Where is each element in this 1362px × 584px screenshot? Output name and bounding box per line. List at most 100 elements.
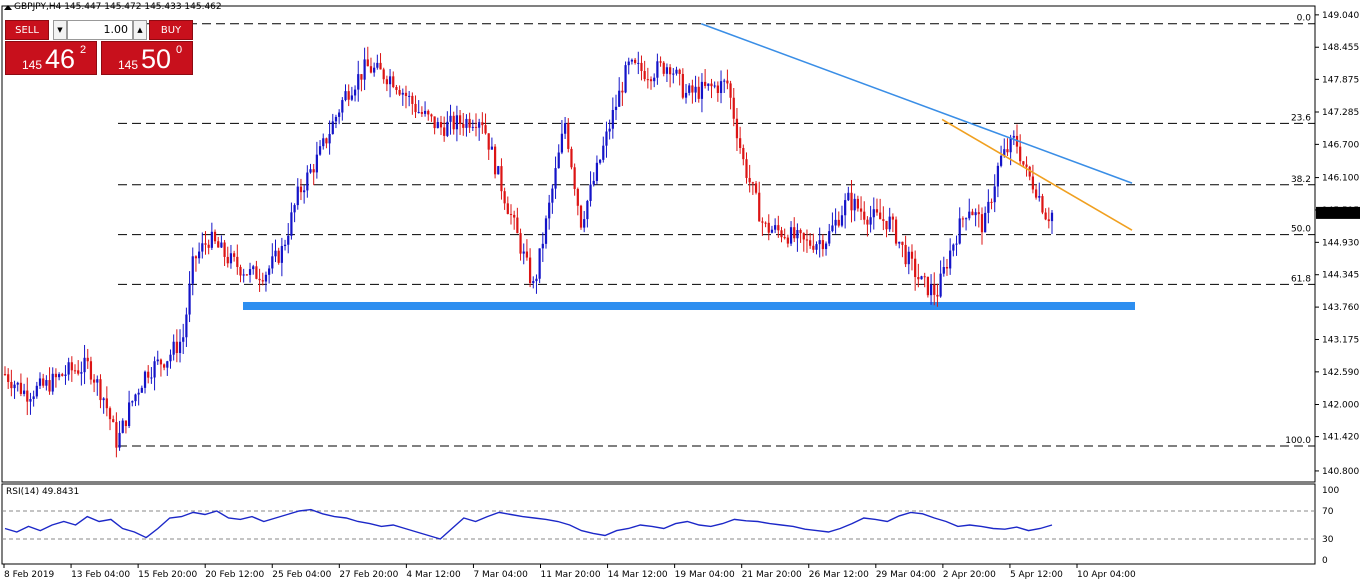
candle-body (586, 200, 589, 220)
price-tick-label: 141.420 (1322, 433, 1359, 443)
candle-body (917, 277, 920, 280)
candle-body (497, 166, 500, 175)
candle-body (363, 59, 366, 80)
candle-body (22, 390, 26, 394)
candle-body (102, 398, 105, 401)
candle-body (1006, 149, 1009, 153)
candle-body (478, 122, 481, 128)
rsi-level-label: 30 (1322, 535, 1334, 545)
candle-body (500, 166, 503, 192)
lot-size-input[interactable]: 1.00 (67, 20, 133, 40)
candle-body (207, 244, 210, 248)
candle-body (923, 276, 926, 278)
candle-body (649, 79, 653, 82)
candle-body (974, 212, 977, 216)
candle-body (474, 126, 478, 128)
candle-body (856, 198, 859, 209)
candle-body (147, 371, 150, 378)
candle-body (325, 138, 328, 144)
candle-body (949, 250, 952, 269)
candle-body (1038, 196, 1041, 198)
candle-body (624, 65, 627, 93)
buy-price[interactable]: 145 50 0 (101, 41, 193, 75)
candle-body (859, 208, 863, 212)
candle-body (398, 89, 401, 95)
candle-body (694, 86, 697, 93)
lot-decrease-icon[interactable]: ▼ (53, 20, 67, 40)
candle-body (1044, 212, 1047, 220)
axes: 149.040 148.455 147.875 147.285 146.700 146.1… (3, 11, 1360, 580)
candle-body (977, 212, 980, 215)
rsi-title: RSI(14) 49.8431 (6, 487, 80, 497)
candle-body (875, 209, 879, 213)
candle-body (121, 420, 124, 433)
candle-body (414, 103, 417, 113)
candle-body (318, 146, 322, 155)
candle-body (611, 110, 614, 129)
time-tick-label: 27 Feb 20:00 (339, 570, 398, 580)
candle-body (493, 146, 497, 175)
candle-body (544, 218, 548, 244)
candle-body (914, 258, 917, 278)
candle-body (322, 138, 325, 147)
price-tick-label: 149.040 (1322, 11, 1359, 21)
time-tick-label: 4 Mar 12:00 (406, 570, 461, 580)
candles (3, 46, 1054, 458)
candle-body (821, 240, 824, 250)
price-panel-frame (1, 5, 1316, 483)
candle-body (443, 127, 446, 136)
candle-body (809, 240, 812, 246)
sell-button[interactable]: SELL (5, 20, 49, 40)
candle-body (245, 274, 248, 276)
candle-body (198, 251, 201, 259)
candle-body (150, 377, 153, 379)
candle-body (774, 225, 777, 230)
candle-body (226, 256, 229, 264)
candle-body (955, 243, 958, 245)
lot-increase-icon[interactable]: ▲ (133, 20, 147, 40)
sell-price[interactable]: 145 46 2 (5, 41, 97, 75)
candle-body (598, 159, 602, 163)
symbol-menu-icon[interactable] (4, 5, 12, 10)
candle-body (38, 378, 42, 386)
candle-body (700, 81, 704, 99)
rsi-level-label: 100 (1322, 486, 1339, 496)
candle-body (223, 242, 226, 257)
candle-body (796, 230, 799, 239)
candle-body (156, 359, 159, 362)
candle-body (3, 374, 7, 376)
candle-body (621, 90, 624, 93)
candle-body (331, 121, 334, 134)
price-tick-label: 140.800 (1322, 467, 1359, 477)
buy-price-big: 145 (117, 58, 138, 72)
fib-label: 0.0 (1297, 14, 1312, 24)
candle-body (73, 370, 77, 372)
candle-body (1028, 166, 1031, 177)
candle-body (45, 380, 48, 386)
candle-body (643, 71, 646, 80)
candle-body (191, 256, 194, 284)
candle-body (573, 167, 576, 189)
candle-body (99, 379, 102, 401)
candle-body (840, 215, 844, 226)
candle-body (898, 241, 901, 244)
candle-body (528, 257, 532, 284)
candle-body (417, 112, 420, 114)
price-tick-label: 147.875 (1322, 75, 1359, 85)
candle-body (26, 390, 29, 402)
candle-body (274, 250, 277, 257)
candle-body (401, 92, 404, 95)
candle-body (19, 382, 23, 394)
candle-body (551, 188, 554, 203)
candle-body (659, 61, 662, 63)
candle-body (904, 244, 907, 265)
candle-body (719, 81, 723, 93)
candle-body (1022, 161, 1025, 165)
candle-body (688, 85, 691, 93)
candle-body (583, 219, 586, 228)
buy-button[interactable]: BUY (149, 20, 193, 40)
candle-body (627, 61, 630, 66)
candle-body (885, 220, 888, 230)
candle-body (1041, 196, 1044, 213)
